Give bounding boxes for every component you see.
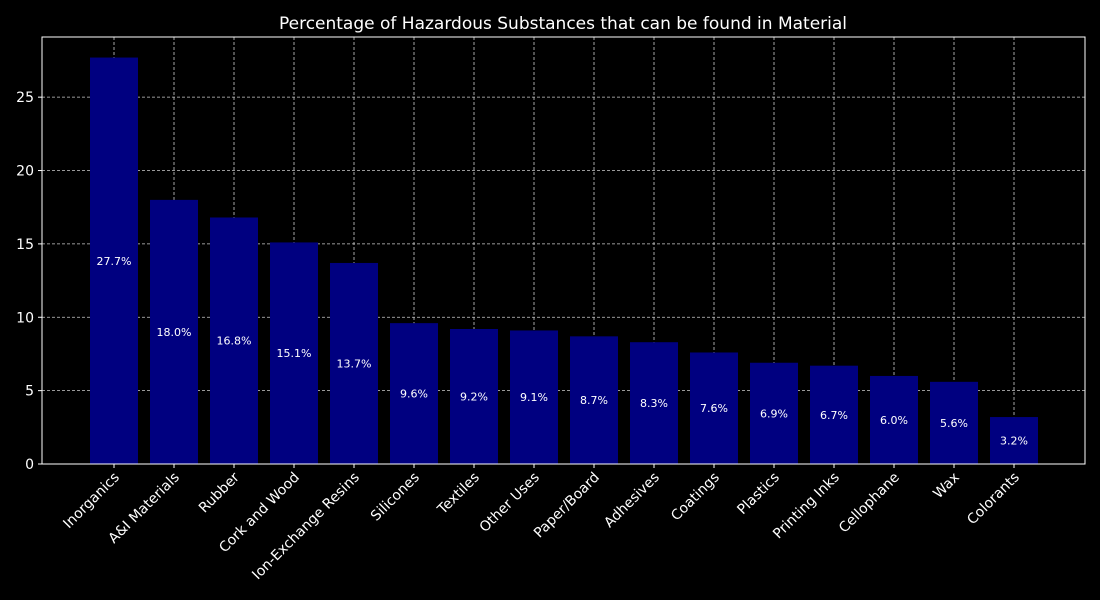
bar-value-label: 8.3%: [640, 397, 668, 410]
bar: [390, 323, 438, 464]
plot-area-frame: [41, 36, 1086, 465]
x-tick-label: Inorganics: [60, 470, 122, 532]
bar-value-label: 8.7%: [580, 394, 608, 407]
bar-value-label: 15.1%: [277, 347, 312, 360]
bar-value-label: 9.2%: [460, 391, 488, 404]
bar-value-label: 16.8%: [217, 335, 252, 348]
y-axis-ticks: 0 5 10 15 20 25: [16, 90, 42, 473]
bar-value-label: 9.1%: [520, 391, 548, 404]
x-tick-label: Colorants: [964, 470, 1023, 529]
grid: [42, 37, 1085, 464]
y-tick-label: 0: [25, 457, 34, 473]
x-tick-label: Rubber: [196, 469, 243, 516]
bar: [90, 57, 138, 464]
bar-value-label: 6.7%: [820, 409, 848, 422]
bar: [690, 352, 738, 464]
y-tick-label: 5: [25, 384, 34, 400]
bar-value-label: 6.9%: [760, 407, 788, 420]
bar-value-label: 9.6%: [400, 388, 428, 401]
chart-title: Percentage of Hazardous Substances that …: [279, 14, 847, 34]
y-tick-label: 10: [16, 310, 34, 326]
x-tick-label: Wax: [930, 470, 962, 502]
bar: [810, 365, 858, 464]
bar-value-label: 5.6%: [940, 417, 968, 430]
bars: [90, 57, 1038, 464]
bar-value-label: 7.6%: [700, 402, 728, 415]
bar: [630, 342, 678, 464]
bar: [210, 217, 258, 464]
bar: [990, 417, 1038, 464]
bar-value-label: 6.0%: [880, 414, 908, 427]
bar: [150, 199, 198, 464]
bar-value-label: 18.0%: [157, 326, 192, 339]
bar: [330, 262, 378, 464]
bar: [930, 381, 978, 464]
x-tick-label: Cellophane: [836, 470, 903, 537]
x-tick-label: Textiles: [434, 470, 483, 519]
x-tick-label: Other Uses: [477, 470, 543, 536]
x-tick-label: Silicones: [368, 470, 423, 525]
bar-value-labels: 27.7% 18.0% 16.8% 15.1% 13.7% 9.6% 9.2% 9.1% 8.7…: [97, 255, 1028, 448]
bar: [450, 329, 498, 464]
x-tick-label: Ion-Exchange Resins: [249, 470, 363, 584]
bar: [270, 242, 318, 464]
bar-value-label: 3.2%: [1000, 435, 1028, 448]
y-tick-label: 15: [16, 237, 34, 253]
bar-value-label: 27.7%: [97, 255, 132, 268]
bar: [750, 362, 798, 464]
x-tick-label: Adhesives: [601, 470, 663, 532]
x-tick-label: Coatings: [668, 470, 723, 525]
bar: [510, 330, 558, 464]
x-tick-label: Plastics: [734, 470, 782, 518]
y-tick-label: 20: [16, 164, 34, 180]
y-tick-label: 25: [16, 90, 34, 106]
bar-value-label: 13.7%: [337, 357, 372, 370]
bar: [570, 336, 618, 464]
bar: [870, 375, 918, 464]
